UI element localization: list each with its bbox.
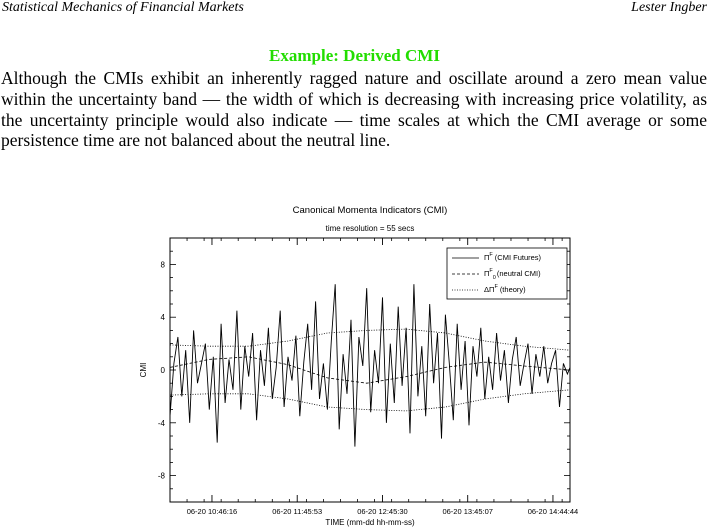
running-header: Statistical Mechanics of Financial Marke… <box>0 0 709 18</box>
legend-label: (CMI Futures) <box>495 253 542 262</box>
series-neutral-cmi <box>169 356 571 384</box>
x-tick-label: 06-20 13:45:07 <box>442 507 492 516</box>
legend-entry: ΔΠF (theory) <box>484 284 526 294</box>
legend-superscript: F <box>489 252 493 258</box>
series-theory-upper <box>169 328 571 351</box>
x-axis-label: TIME (mm-dd hh-mm-ss) <box>325 518 415 527</box>
legend-superscript: F <box>494 284 498 290</box>
slide-title: Example: Derived CMI <box>269 46 440 65</box>
series-cmi-futures <box>169 284 571 447</box>
legend-label: (theory) <box>500 285 526 294</box>
legend-entry: ΠF (CMI Futures) <box>484 252 542 262</box>
y-tick-label: -8 <box>158 472 166 481</box>
legend-symbol: Π <box>484 253 489 262</box>
x-tick-label: 06-20 11:45:53 <box>272 507 322 516</box>
body-paragraph: Although the CMIs exhibit an inherently … <box>1 68 707 151</box>
y-tick-label: 8 <box>161 260 166 269</box>
chart-title: Canonical Momenta Indicators (CMI) <box>293 205 448 216</box>
legend-superscript: F <box>489 268 493 274</box>
y-tick-label: 0 <box>161 366 166 375</box>
x-tick-label: 06-20 14:44:44 <box>528 507 578 516</box>
legend-subscript: 0 <box>493 275 496 281</box>
header-author: Lester Ingber <box>631 0 707 15</box>
chart-subtitle: time resolution = 55 secs <box>326 224 415 233</box>
y-tick-label: -4 <box>158 419 166 428</box>
x-tick-label: 06-20 12:45:30 <box>357 507 407 516</box>
x-tick-label: 06-20 10:46:16 <box>187 507 237 516</box>
legend-label: (neutral CMI) <box>497 269 541 278</box>
series-layer <box>169 284 571 447</box>
header-title: Statistical Mechanics of Financial Marke… <box>2 0 244 15</box>
legend-symbol: ΔΠ <box>484 285 494 294</box>
y-axis-label: CMI <box>139 363 148 378</box>
legend-symbol: Π <box>484 269 489 278</box>
chart-legend: ΠF (CMI Futures)ΠF0(neutral CMI)ΔΠF (theor… <box>446 247 568 300</box>
y-tick-label: 4 <box>161 313 166 322</box>
legend-entry: ΠF0(neutral CMI) <box>484 268 541 281</box>
legend-box <box>446 247 568 300</box>
cmi-chart: Canonical Momenta Indicators (CMI) time … <box>139 205 578 527</box>
series-theory-lower <box>169 389 571 412</box>
x-axis-ticks: 06-20 10:46:16 06-20 11:45:53 06-20 12:45:… <box>169 238 578 516</box>
